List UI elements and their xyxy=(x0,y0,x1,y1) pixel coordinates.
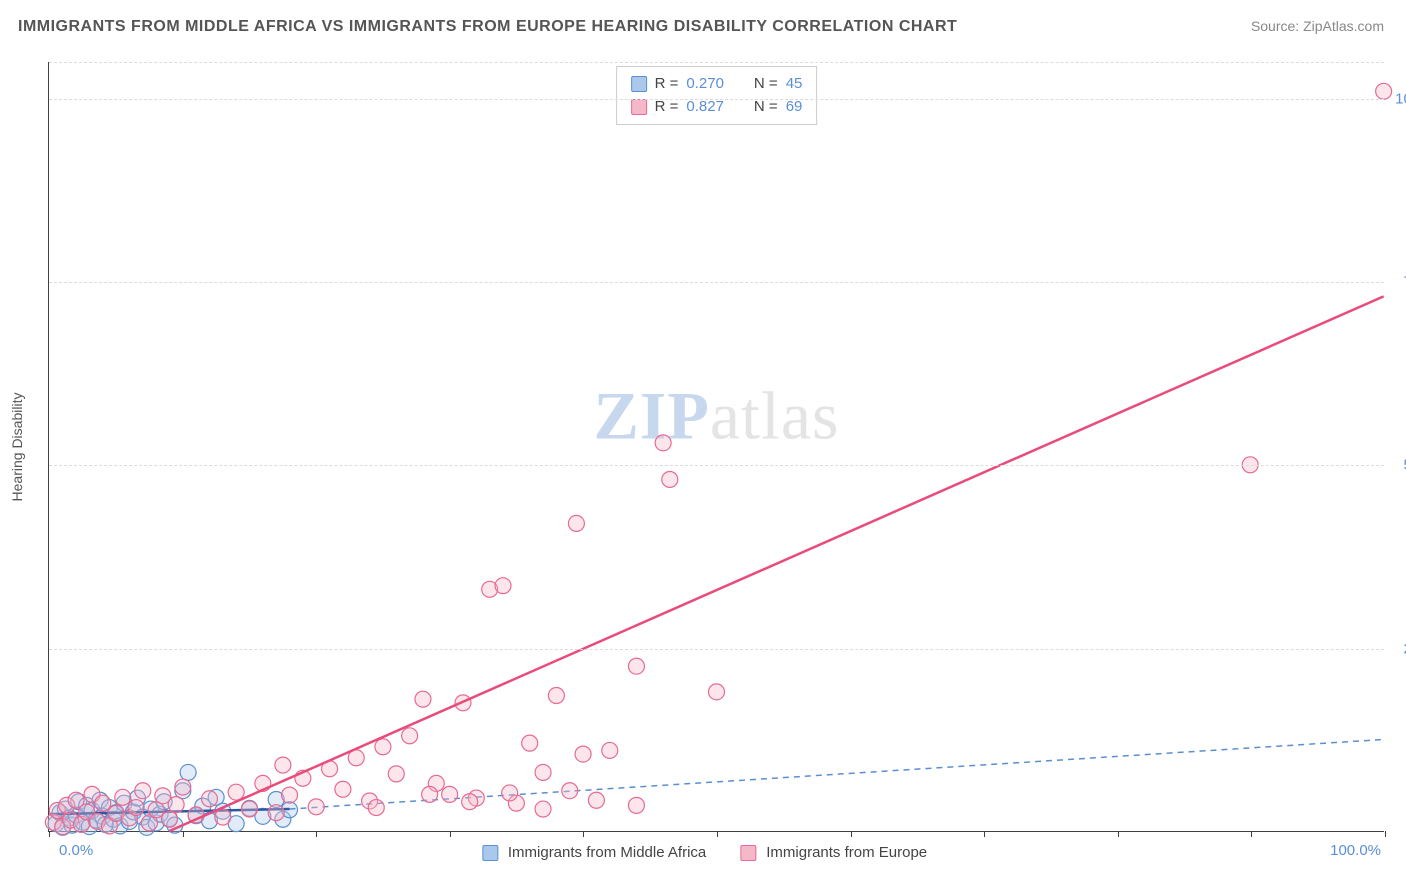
scatter-point xyxy=(548,688,564,704)
scatter-point xyxy=(215,809,231,825)
scatter-point xyxy=(388,766,404,782)
x-tick xyxy=(984,831,985,837)
scatter-point xyxy=(602,742,618,758)
chart-title: IMMIGRANTS FROM MIDDLE AFRICA VS IMMIGRA… xyxy=(18,18,957,36)
scatter-point xyxy=(442,786,458,802)
x-legend-swatch xyxy=(740,845,756,861)
gridline xyxy=(49,62,1384,63)
x-tick-label: 100.0% xyxy=(1330,842,1381,859)
legend-box: R = 0.270N = 45R = 0.827N = 69 xyxy=(616,66,818,125)
y-tick-label: 25.0% xyxy=(1391,640,1406,657)
scatter-point xyxy=(282,787,298,803)
x-tick-label: 0.0% xyxy=(59,842,93,859)
x-tick xyxy=(851,831,852,837)
y-tick-label: 100.0% xyxy=(1391,90,1406,107)
x-tick xyxy=(49,831,50,837)
x-legend: Immigrants from Middle Africa Immigrants … xyxy=(482,844,951,861)
x-tick xyxy=(717,831,718,837)
scatter-point xyxy=(535,801,551,817)
scatter-point xyxy=(575,746,591,762)
y-tick-label: 50.0% xyxy=(1391,457,1406,474)
x-tick xyxy=(1118,831,1119,837)
scatter-point xyxy=(628,797,644,813)
scatter-point xyxy=(175,779,191,795)
scatter-point xyxy=(180,764,196,780)
scatter-point xyxy=(275,757,291,773)
chart-svg xyxy=(49,62,1384,831)
gridline xyxy=(49,465,1384,466)
scatter-point xyxy=(242,801,258,817)
legend-n-label: N = xyxy=(754,73,778,96)
scatter-point xyxy=(662,471,678,487)
scatter-point xyxy=(628,658,644,674)
x-tick xyxy=(316,831,317,837)
x-legend-swatch xyxy=(482,845,498,861)
scatter-point xyxy=(308,799,324,815)
scatter-point xyxy=(415,691,431,707)
y-axis-label: Hearing Disability xyxy=(9,392,25,501)
scatter-point xyxy=(568,515,584,531)
legend-r-label: R = xyxy=(655,73,679,96)
scatter-point xyxy=(335,781,351,797)
x-tick xyxy=(583,831,584,837)
scatter-point xyxy=(95,795,111,811)
scatter-point xyxy=(502,785,518,801)
legend-row: R = 0.270 N = 45 xyxy=(631,73,803,96)
scatter-point xyxy=(115,789,131,805)
gridline xyxy=(49,649,1384,650)
scatter-point xyxy=(168,797,184,813)
source-text: Source: ZipAtlas.com xyxy=(1251,18,1384,34)
x-tick xyxy=(1251,831,1252,837)
x-tick xyxy=(1385,831,1386,837)
x-legend-label: Immigrants from Middle Africa xyxy=(508,844,706,861)
scatter-point xyxy=(1376,83,1392,99)
scatter-point xyxy=(268,805,284,821)
scatter-point xyxy=(402,728,418,744)
gridline xyxy=(49,282,1384,283)
x-tick xyxy=(183,831,184,837)
scatter-point xyxy=(228,784,244,800)
scatter-point xyxy=(128,800,144,816)
scatter-point xyxy=(135,783,151,799)
scatter-point xyxy=(375,739,391,755)
scatter-point xyxy=(422,786,438,802)
scatter-point xyxy=(588,792,604,808)
legend-swatch xyxy=(631,76,647,92)
gridline xyxy=(49,99,1384,100)
legend-swatch xyxy=(631,99,647,115)
plot-area: Hearing Disability ZIPatlas R = 0.270N =… xyxy=(48,62,1384,832)
scatter-point xyxy=(462,794,478,810)
scatter-point xyxy=(201,791,217,807)
x-legend-label: Immigrants from Europe xyxy=(766,844,927,861)
scatter-point xyxy=(161,811,177,827)
scatter-point xyxy=(655,435,671,451)
scatter-point xyxy=(709,684,725,700)
legend-r-value: 0.270 xyxy=(686,73,724,96)
scatter-point xyxy=(562,783,578,799)
x-tick xyxy=(450,831,451,837)
y-tick-label: 75.0% xyxy=(1391,274,1406,291)
scatter-point xyxy=(535,764,551,780)
legend-n-value: 45 xyxy=(786,73,803,96)
scatter-point xyxy=(522,735,538,751)
scatter-point xyxy=(495,578,511,594)
scatter-point xyxy=(368,800,384,816)
